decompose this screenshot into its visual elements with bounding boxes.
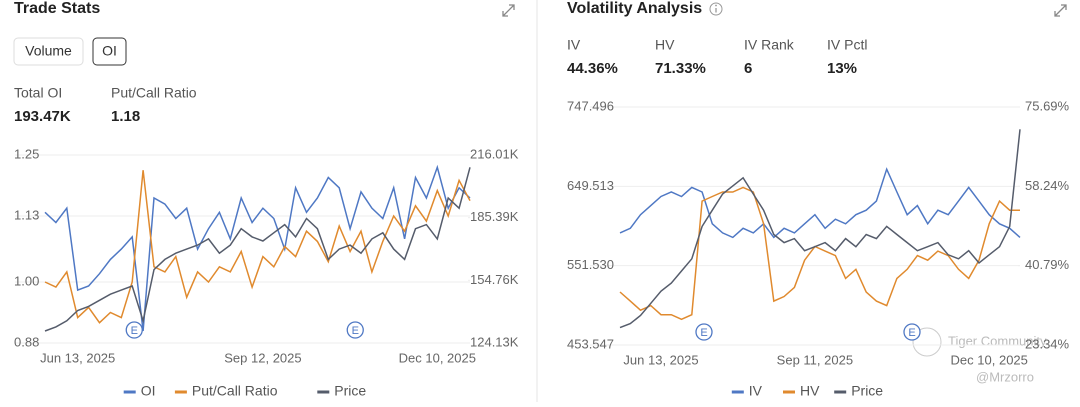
x-tick-label: Sep 12, 2025 — [224, 350, 301, 365]
series-line — [44, 170, 471, 324]
series-line — [619, 129, 1021, 329]
series-line — [619, 167, 1021, 239]
y-tick-label: 1.13 — [14, 207, 39, 222]
chart-title: Trade Stats — [14, 0, 100, 17]
event-marker — [346, 321, 364, 339]
stat-label: Put/Call Ratio — [111, 85, 197, 101]
event-marker — [695, 323, 713, 341]
stat-label: IV Pctl — [827, 37, 867, 53]
y-tick-label: 0.88 — [14, 334, 39, 349]
event-label: E — [908, 327, 915, 339]
x-tick-label: Dec 10, 2025 — [399, 350, 476, 365]
y2-tick-label: 75.69% — [1025, 98, 1070, 113]
legend-label: Price — [334, 383, 366, 399]
x-tick-label: Sep 11, 2025 — [777, 352, 853, 367]
y2-tick-label: 154.76K — [470, 272, 519, 287]
legend-label: OI — [141, 383, 156, 399]
y-tick-label: 1.25 — [14, 146, 39, 161]
series-line — [44, 164, 471, 332]
x-tick-label: Jun 13, 2025 — [40, 350, 115, 365]
stat-value: 6 — [744, 60, 752, 77]
y2-tick-label: 124.13K — [470, 334, 519, 349]
stat-label: Total OI — [14, 85, 62, 101]
watermark-logo — [912, 327, 942, 357]
legend-label: Put/Call Ratio — [192, 383, 278, 399]
info-icon[interactable] — [709, 2, 723, 16]
stat-value: 193.47K — [14, 108, 71, 125]
stat-value: 71.33% — [655, 60, 706, 77]
series-line — [619, 186, 1020, 321]
tab-label[interactable]: Volume — [25, 43, 72, 59]
y-tick-label: 453.547 — [567, 336, 614, 351]
stat-value: 1.18 — [111, 108, 140, 125]
watermark: @Mrzorro — [976, 369, 1034, 384]
y-tick-label: 649.513 — [567, 178, 614, 193]
stat-value: 44.36% — [567, 60, 618, 77]
expand-icon[interactable] — [1054, 4, 1067, 17]
y2-tick-label: 58.24% — [1025, 178, 1070, 193]
chart-title: Volatility Analysis — [567, 0, 702, 17]
event-label: E — [131, 325, 138, 337]
stat-label: IV — [567, 37, 581, 53]
y2-tick-label: 40.79% — [1025, 257, 1070, 272]
event-marker — [125, 321, 143, 339]
y2-tick-label: 23.34% — [1025, 336, 1070, 351]
x-tick-label: Dec 10, 2025 — [951, 352, 1028, 367]
tab-button[interactable] — [92, 37, 127, 66]
event-marker — [903, 323, 921, 341]
expand-icon[interactable] — [502, 4, 515, 17]
y2-tick-label: 185.39K — [470, 209, 519, 224]
x-tick-label: Jun 13, 2025 — [623, 352, 698, 367]
series-line — [44, 167, 471, 332]
y-tick-label: 747.496 — [567, 98, 614, 113]
y2-tick-label: 216.01K — [470, 146, 519, 161]
legend-label: IV — [749, 383, 763, 399]
y-tick-label: 1.00 — [14, 273, 39, 288]
event-label: E — [352, 325, 359, 337]
tab-button[interactable] — [13, 37, 84, 66]
tab-label[interactable]: OI — [102, 43, 117, 59]
stat-label: IV Rank — [744, 37, 795, 53]
stat-label: HV — [655, 37, 675, 53]
legend-label: HV — [800, 383, 820, 399]
legend-label: Price — [851, 383, 883, 399]
event-label: E — [700, 327, 707, 339]
stat-value: 13% — [827, 60, 857, 77]
y-tick-label: 551.530 — [567, 257, 614, 272]
